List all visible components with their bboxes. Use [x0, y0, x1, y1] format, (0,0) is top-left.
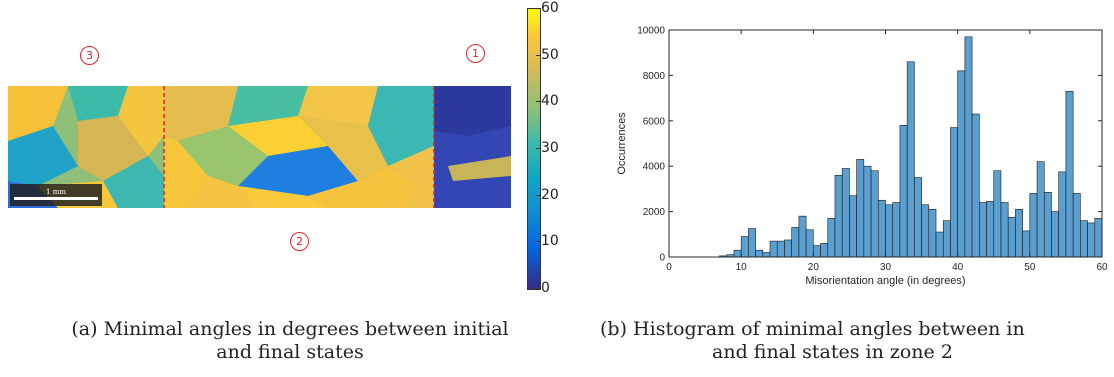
colorbar-tick-label: 10 [541, 234, 559, 248]
colorbar-tick-mark [536, 8, 540, 9]
histogram-bar [857, 159, 864, 257]
y-tick-label: 2000 [643, 207, 666, 218]
colorbar-tick-mark [536, 288, 540, 289]
y-tick-label: 6000 [643, 116, 666, 127]
caption-b: (b) Histogram of minimal angles between … [600, 318, 1114, 364]
histogram-bar [914, 178, 921, 257]
colorbar-tick-mark [536, 148, 540, 149]
histogram-bar [900, 125, 907, 257]
caption-b-line1: Histogram of minimal angles between in [633, 318, 1025, 340]
x-tick-label: 40 [952, 262, 964, 273]
histogram-bar [835, 175, 842, 257]
colorbar-tick-mark [536, 55, 540, 56]
histogram-bar [886, 205, 893, 257]
histogram-bar [994, 171, 1001, 257]
colorbar-tick-label: 0 [541, 281, 550, 295]
histogram-bar [821, 243, 828, 257]
x-tick-label: 50 [1024, 262, 1036, 273]
x-tick-label: 0 [666, 262, 672, 273]
histogram-bar [792, 227, 799, 257]
y-tick-label: 0 [659, 253, 665, 264]
histogram-bar [1051, 212, 1058, 257]
histogram-bar [763, 252, 770, 257]
ebsd-angle-map: 1 mm [8, 86, 511, 208]
histogram-bar [1023, 231, 1030, 257]
y-tick-label: 10000 [637, 26, 665, 37]
histogram-chart: 0 10 20 30 40 50 60 0 2000 4000 6000 8000 10000 Misor… [600, 0, 1114, 300]
histogram-bar [799, 216, 806, 257]
histogram-bar [950, 128, 957, 257]
ebsd-map-graphic: 1 mm [8, 86, 511, 208]
histogram-bar [936, 232, 943, 257]
y-axis-label: Occurrences [616, 112, 628, 175]
histogram-bar [806, 230, 813, 257]
x-tick-label: 30 [880, 262, 892, 273]
colorbar [527, 8, 541, 290]
histogram-bar [929, 209, 936, 257]
colorbar-tick-label: 50 [541, 48, 559, 62]
histogram-bar [1088, 223, 1095, 257]
panel-a-misorientation-map: 3 1 2 [0, 0, 580, 300]
histogram-bar [958, 71, 965, 257]
zone-marker-1: 1 [466, 44, 485, 63]
zone-marker-3: 3 [80, 46, 99, 65]
histogram-bar [748, 229, 755, 257]
y-tick-label: 4000 [643, 162, 666, 173]
colorbar-tick-label: 20 [541, 188, 559, 202]
histogram-bar [734, 250, 741, 257]
caption-b-label: (b) [600, 318, 627, 340]
x-tick-label: 60 [1096, 262, 1108, 273]
histogram-bar [784, 240, 791, 257]
histogram-bar [741, 237, 748, 257]
zone-marker-2: 2 [290, 232, 309, 251]
histogram-bar [1001, 203, 1008, 257]
x-tick-label: 20 [808, 262, 820, 273]
colorbar-tick-label: 30 [541, 141, 559, 155]
y-tick-label: 8000 [643, 71, 666, 82]
histogram-bar [1030, 193, 1037, 257]
histogram-bar [1008, 217, 1015, 257]
histogram-bar [1066, 91, 1073, 257]
scale-bar-label: 1 mm [46, 188, 66, 196]
colorbar-tick-mark [536, 195, 540, 196]
colorbar-tick-label: 40 [541, 94, 559, 108]
caption-a-label: (a) [71, 318, 97, 340]
histogram-bar [770, 241, 777, 257]
histogram-bar [878, 200, 885, 257]
histogram-bar [842, 168, 849, 257]
x-axis-label: Misorientation angle (in degrees) [805, 275, 965, 287]
histogram-bar [1095, 218, 1102, 257]
x-tick-label: 10 [736, 262, 748, 273]
colorbar-tick-label: 60 [541, 1, 559, 15]
histogram-bar [943, 221, 950, 257]
histogram-bar [979, 203, 986, 257]
histogram-bar [1044, 192, 1051, 257]
histogram-bar [871, 171, 878, 257]
histogram-bar [756, 250, 763, 257]
histogram-bar [893, 203, 900, 257]
histogram-bar [907, 62, 914, 257]
histogram-bar [965, 37, 972, 257]
caption-a-line1: Minimal angles in degrees between initia… [104, 318, 509, 340]
caption-a: (a) Minimal angles in degrees between in… [0, 318, 580, 364]
colorbar-tick-mark [536, 101, 540, 102]
histogram-bar [1080, 221, 1087, 257]
histogram-bar [987, 201, 994, 257]
histogram-bar [777, 241, 784, 257]
caption-b-line2: and final states in zone 2 [600, 341, 953, 363]
histogram-bar [1015, 209, 1022, 257]
histogram-bar [849, 196, 856, 257]
histogram-bar [864, 166, 871, 257]
histogram-bar [828, 218, 835, 257]
histogram-bar [972, 114, 979, 257]
colorbar-tick-mark [536, 241, 540, 242]
histogram-bar [813, 246, 820, 257]
histogram-bar [1037, 162, 1044, 257]
histogram-bar [922, 205, 929, 257]
histogram-bar [1073, 193, 1080, 257]
histogram-bar [1059, 172, 1066, 257]
panel-b-histogram: 0 10 20 30 40 50 60 0 2000 4000 6000 8000 10000 Misor… [600, 0, 1114, 300]
caption-a-line2: and final states [216, 341, 363, 363]
